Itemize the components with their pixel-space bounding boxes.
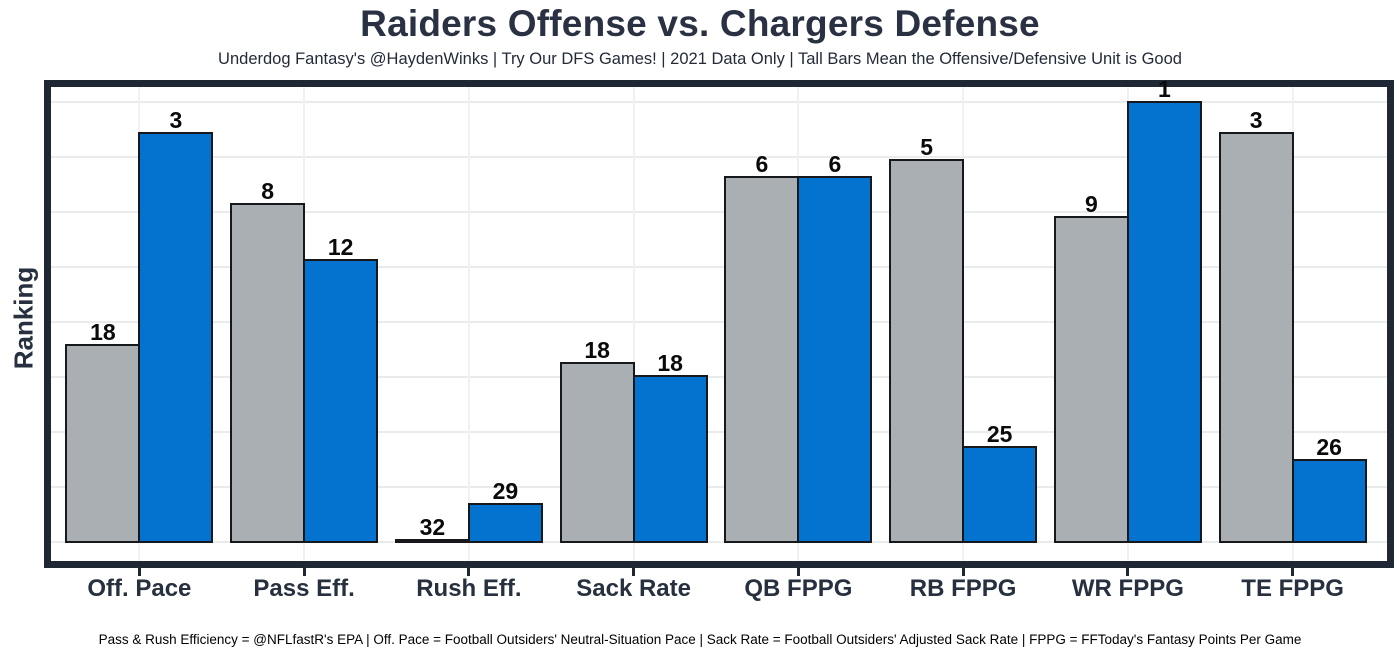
offense-bar-qb-fppg: 6 — [724, 153, 800, 543]
horizontal-gridline — [51, 101, 1387, 103]
bar-pair: 18 3 — [65, 109, 214, 543]
x-axis-tick — [551, 568, 716, 576]
bar-value-label: 32 — [419, 514, 446, 540]
vertical-gridline — [467, 87, 470, 561]
defense-bar-off-pace: 3 — [138, 109, 214, 543]
defense-bar-rush-eff-: 29 — [467, 480, 543, 543]
bar-pair: 3 26 — [1218, 109, 1367, 543]
bar-value-label: 18 — [657, 350, 683, 376]
offense-bar-off-pace: 18 — [65, 321, 141, 543]
bar-value-label: 6 — [828, 151, 842, 177]
x-axis-category-label: Rush Eff. — [416, 575, 522, 602]
bar-value-label: 25 — [986, 421, 1013, 447]
bar-pair: 8 12 — [230, 180, 379, 543]
x-axis-tick — [1210, 568, 1375, 576]
category-slot: 18 18 — [551, 87, 716, 561]
plot-panel: 18 3 8 12 32 29 18 18 6 6 5 25 9 1 3 26 — [44, 78, 1394, 568]
horizontal-gridline — [51, 211, 1387, 213]
defense-bar-sack-rate: 18 — [632, 352, 708, 543]
defense-bar-wr-fppg: 1 — [1126, 78, 1202, 543]
bar-value-label: 18 — [584, 337, 610, 363]
bar-value-label: 6 — [755, 151, 769, 177]
offense-bar-rush-eff-: 32 — [394, 516, 470, 543]
defense-bar-rb-fppg: 25 — [962, 423, 1038, 543]
x-axis-category-label: WR FPPG — [1071, 575, 1184, 602]
bar-pair: 5 25 — [889, 136, 1038, 543]
horizontal-gridline — [51, 321, 1387, 323]
offense-bar-te-fppg: 3 — [1218, 109, 1294, 543]
y-axis-label: Ranking — [8, 266, 39, 370]
bar-value-label: 9 — [1084, 191, 1098, 217]
bar-value-label: 8 — [261, 178, 275, 204]
plot-area: 18 3 8 12 32 29 18 18 6 6 5 25 9 1 3 26 — [51, 78, 1387, 561]
offense-bar-wr-fppg: 9 — [1053, 193, 1129, 543]
x-axis-ticks — [51, 568, 1387, 576]
x-axis-category-label: Pass Eff. — [253, 575, 355, 602]
horizontal-gridline — [51, 541, 1387, 543]
bar-value-label: 26 — [1316, 434, 1342, 460]
category-slot: 8 12 — [222, 87, 387, 561]
category-slot: 5 25 — [881, 87, 1046, 561]
bar-pair: 32 29 — [394, 480, 543, 543]
x-axis-category-label: QB FPPG — [744, 575, 853, 602]
bar-group-row: 18 3 8 12 32 29 18 18 6 6 5 25 9 1 3 26 — [51, 78, 1387, 561]
x-axis-labels: Off. Pace Pass Eff. Rush Eff. Sack Rate QB F… — [51, 575, 1387, 603]
bar-value-label: 18 — [90, 319, 116, 345]
horizontal-gridline — [51, 376, 1387, 378]
offense-bar-sack-rate: 18 — [559, 339, 635, 543]
horizontal-gridline — [51, 486, 1387, 488]
bar-value-label: 3 — [1249, 107, 1263, 133]
category-slot: 3 26 — [1210, 87, 1375, 561]
x-axis-tick — [716, 568, 881, 576]
x-axis-category-label: Off. Pace — [87, 575, 192, 602]
horizontal-gridline — [51, 431, 1387, 433]
defense-bar-te-fppg: 26 — [1291, 436, 1367, 543]
bar-value-label: 12 — [327, 234, 354, 260]
horizontal-gridline — [51, 266, 1387, 268]
chart-title: Raiders Offense vs. Chargers Defense — [360, 3, 1040, 44]
bar-value-label: 3 — [169, 107, 183, 133]
bar-pair: 18 18 — [559, 339, 708, 543]
bar-value-label: 29 — [492, 478, 519, 504]
vertical-gridline — [632, 87, 635, 561]
horizontal-gridline — [51, 156, 1387, 158]
category-slot: 32 29 — [387, 87, 552, 561]
x-axis-tick — [1046, 568, 1211, 576]
x-axis-category-label: TE FPPG — [1241, 575, 1344, 602]
defense-bar-qb-fppg: 6 — [797, 153, 873, 543]
offense-bar-pass-eff-: 8 — [230, 180, 306, 543]
footer-note: Pass & Rush Efficiency = @NFLfastR's EPA… — [98, 632, 1302, 647]
x-axis-tick — [881, 568, 1046, 576]
x-axis-category-label: Sack Rate — [576, 575, 691, 602]
category-slot: 18 3 — [57, 87, 222, 561]
x-axis-tick — [57, 568, 222, 576]
x-axis-tick — [387, 568, 552, 576]
chart-subtitle: Underdog Fantasy's @HaydenWinks | Try Ou… — [218, 50, 1182, 68]
offense-bar-rb-fppg: 5 — [889, 136, 965, 543]
defense-bar-pass-eff-: 12 — [303, 236, 379, 543]
x-axis-category-label: RB FPPG — [909, 575, 1017, 602]
bar-value-label: 1 — [1157, 76, 1171, 102]
bar-value-label: 5 — [920, 134, 934, 160]
x-axis-tick — [222, 568, 387, 576]
